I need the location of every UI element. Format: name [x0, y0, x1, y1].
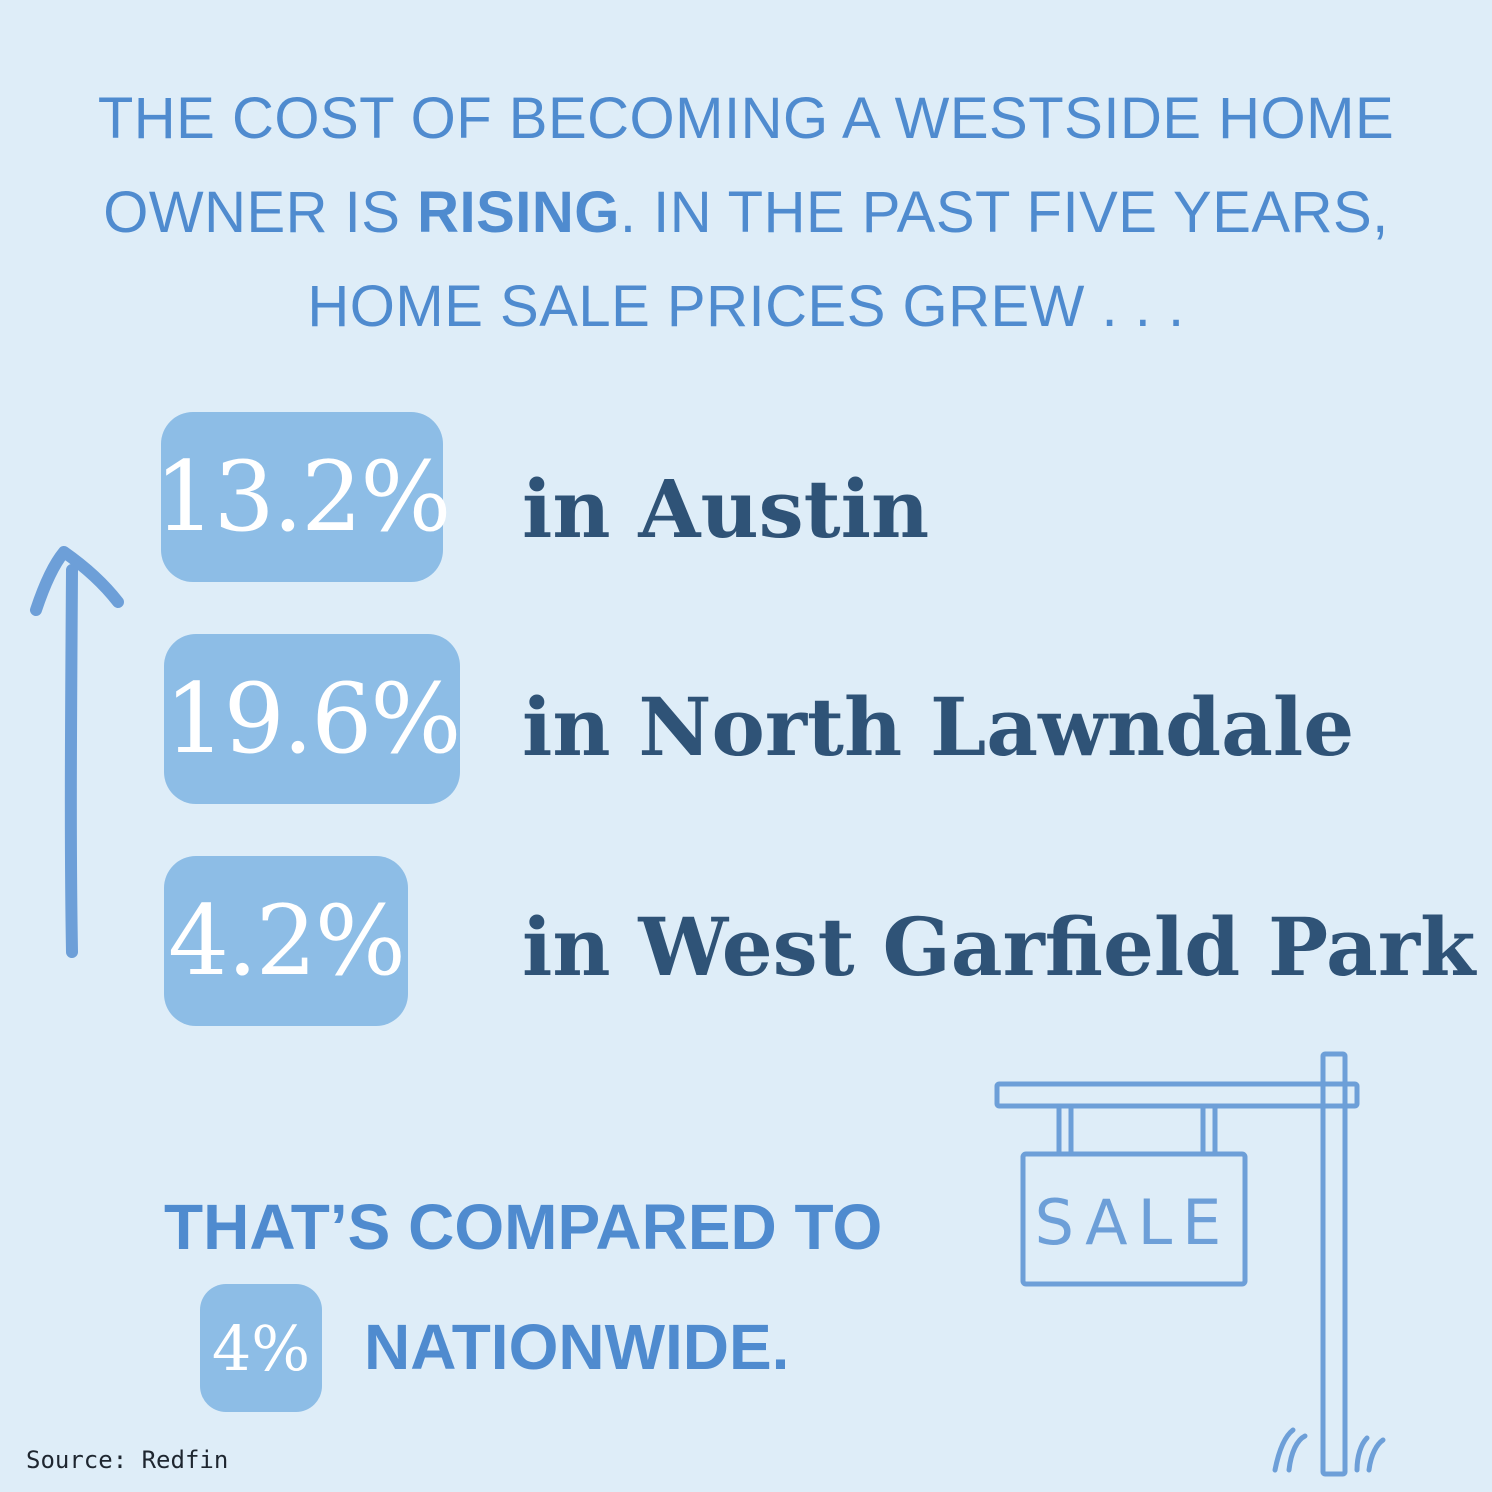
- headline-line-1: THE COST OF BECOMING A WESTSIDE HOME: [97, 86, 1395, 151]
- headline-line-2-suffix: . IN THE PAST FIVE YEARS,: [619, 180, 1389, 245]
- stat-badge-austin: 13.2%: [155, 412, 451, 582]
- sale-sign-text: SALE: [1035, 1186, 1232, 1259]
- comparison-badge: 4%: [200, 1284, 322, 1412]
- stat-label-west-garfield-park: in West Garfield Park: [522, 900, 1476, 994]
- headline: THE COST OF BECOMING A WESTSIDE HOME OWN…: [40, 72, 1452, 354]
- for-sale-sign-icon: SALE: [994, 1051, 1386, 1477]
- stat-label-north-lawndale: in North Lawndale: [522, 680, 1355, 774]
- stat-label-austin: in Austin: [522, 462, 930, 556]
- comparison-line-2: NATIONWIDE.: [364, 1311, 790, 1383]
- source-credit: Source: Redfin: [26, 1446, 229, 1474]
- headline-line-2: OWNER IS RISING. IN THE PAST FIVE YEARS,: [40, 166, 1452, 260]
- stat-badge-west-garfield-park: 4.2%: [164, 856, 408, 1026]
- headline-line-3: HOME SALE PRICES GREW . . .: [307, 274, 1185, 339]
- comparison-line-1: THAT’S COMPARED TO: [164, 1191, 883, 1263]
- stat-badge-north-lawndale: 19.6%: [164, 634, 461, 804]
- up-arrow-icon: [30, 546, 124, 958]
- headline-rising: RISING: [417, 180, 620, 245]
- headline-line-2-prefix: OWNER IS: [103, 180, 418, 245]
